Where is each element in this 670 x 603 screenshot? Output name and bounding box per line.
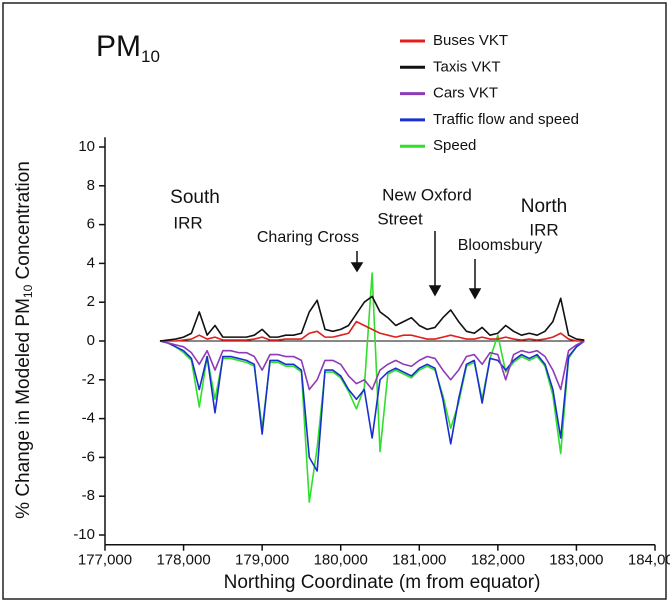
arrows xyxy=(350,231,482,300)
y-tick-label: 2 xyxy=(87,293,95,310)
y-tick-label: -2 xyxy=(82,371,95,388)
annotation: South xyxy=(170,187,220,208)
y-label-main: % Change in Modeled PM xyxy=(13,298,34,519)
y-tick-label: 4 xyxy=(87,254,95,271)
x-axis-label: Northing Coordinate (m from equator) xyxy=(224,572,541,593)
x-tick-label: 181,000 xyxy=(392,552,446,569)
y-tick-label: 0 xyxy=(87,332,95,349)
legend-label: Taxis VKT xyxy=(433,58,501,75)
annotation: Charing Cross xyxy=(257,229,359,246)
y-tick-label: -10 xyxy=(73,526,95,543)
series-line xyxy=(159,295,585,342)
legend-label: Cars VKT xyxy=(433,85,498,102)
annotation: IRR xyxy=(173,213,202,232)
x-tick-label: 179,000 xyxy=(235,552,289,569)
annotation: Bloomsbury xyxy=(458,237,542,254)
title-sub: 10 xyxy=(141,47,160,66)
series-line xyxy=(159,340,585,391)
y-tick-label: -8 xyxy=(82,487,95,504)
series-line xyxy=(159,340,585,472)
y-label-sub: 10 xyxy=(21,284,35,298)
series-line xyxy=(159,272,585,503)
x-tick-label: 182,000 xyxy=(471,552,525,569)
arrow-head xyxy=(468,288,482,300)
y-tick-label: -6 xyxy=(82,448,95,465)
annotation: North xyxy=(521,196,567,217)
x-tick-label: 178,000 xyxy=(156,552,210,569)
legend-label: Speed xyxy=(433,137,476,154)
arrow-head xyxy=(428,285,442,297)
y-tick-label: 8 xyxy=(87,177,95,194)
y-label-rest: Concentration xyxy=(13,161,34,285)
y-axis-label: % Change in Modeled PM10 Concentration xyxy=(13,161,35,519)
y-tick-label: 10 xyxy=(78,138,95,155)
title-main: PM xyxy=(96,30,141,63)
arrow-head xyxy=(350,262,364,273)
x-tick-label: 180,000 xyxy=(314,552,368,569)
y-tick-label: 6 xyxy=(87,216,95,233)
x-tick-label: 183,000 xyxy=(549,552,603,569)
chart-title: PM10 xyxy=(96,30,160,67)
legend-label: Buses VKT xyxy=(433,32,508,49)
legend-label: Traffic flow and speed xyxy=(433,111,579,128)
annotation: IRR xyxy=(529,220,558,239)
annotation: Street xyxy=(377,209,423,228)
x-tick-label: 177,000 xyxy=(78,552,132,569)
y-tick-label: -4 xyxy=(82,410,95,427)
series-line xyxy=(160,320,585,342)
x-tick-label: 184,000 xyxy=(628,552,670,569)
annotation: New Oxford xyxy=(382,185,472,204)
